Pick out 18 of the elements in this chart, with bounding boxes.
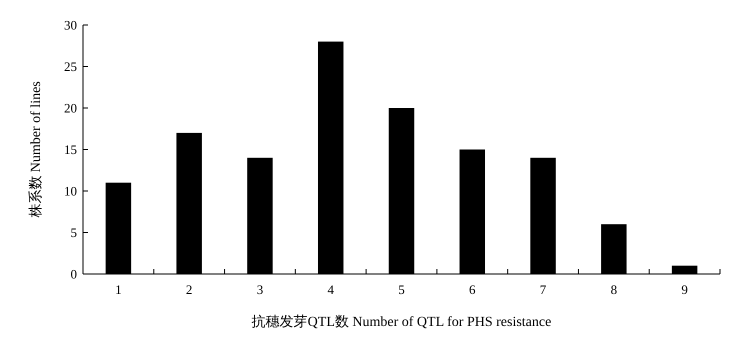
- x-tick-label: 8: [610, 282, 618, 297]
- x-tick-label: 3: [256, 282, 264, 297]
- y-tick-label: 5: [70, 225, 77, 240]
- y-tick-label: 25: [64, 59, 77, 74]
- x-tick-label: 7: [540, 282, 547, 297]
- y-tick-label: 15: [64, 142, 77, 157]
- y-axis-title: 株系数 Number of lines: [28, 81, 44, 219]
- y-tick-label: 20: [64, 100, 77, 116]
- x-tick-label: 4: [327, 282, 334, 297]
- x-tick-label: 5: [398, 282, 405, 297]
- x-tick-label: 9: [681, 282, 688, 297]
- x-tick-label: 2: [186, 282, 192, 297]
- x-axis-title: 抗穗发芽QTL数 Number of QTL for PHS resistance: [252, 314, 552, 330]
- y-tick-label: 0: [70, 266, 77, 282]
- x-tick-label: 1: [115, 282, 122, 297]
- y-tick-label: 30: [64, 18, 77, 32]
- x-tick-label: 6: [469, 282, 476, 297]
- y-tick-label: 10: [64, 184, 77, 198]
